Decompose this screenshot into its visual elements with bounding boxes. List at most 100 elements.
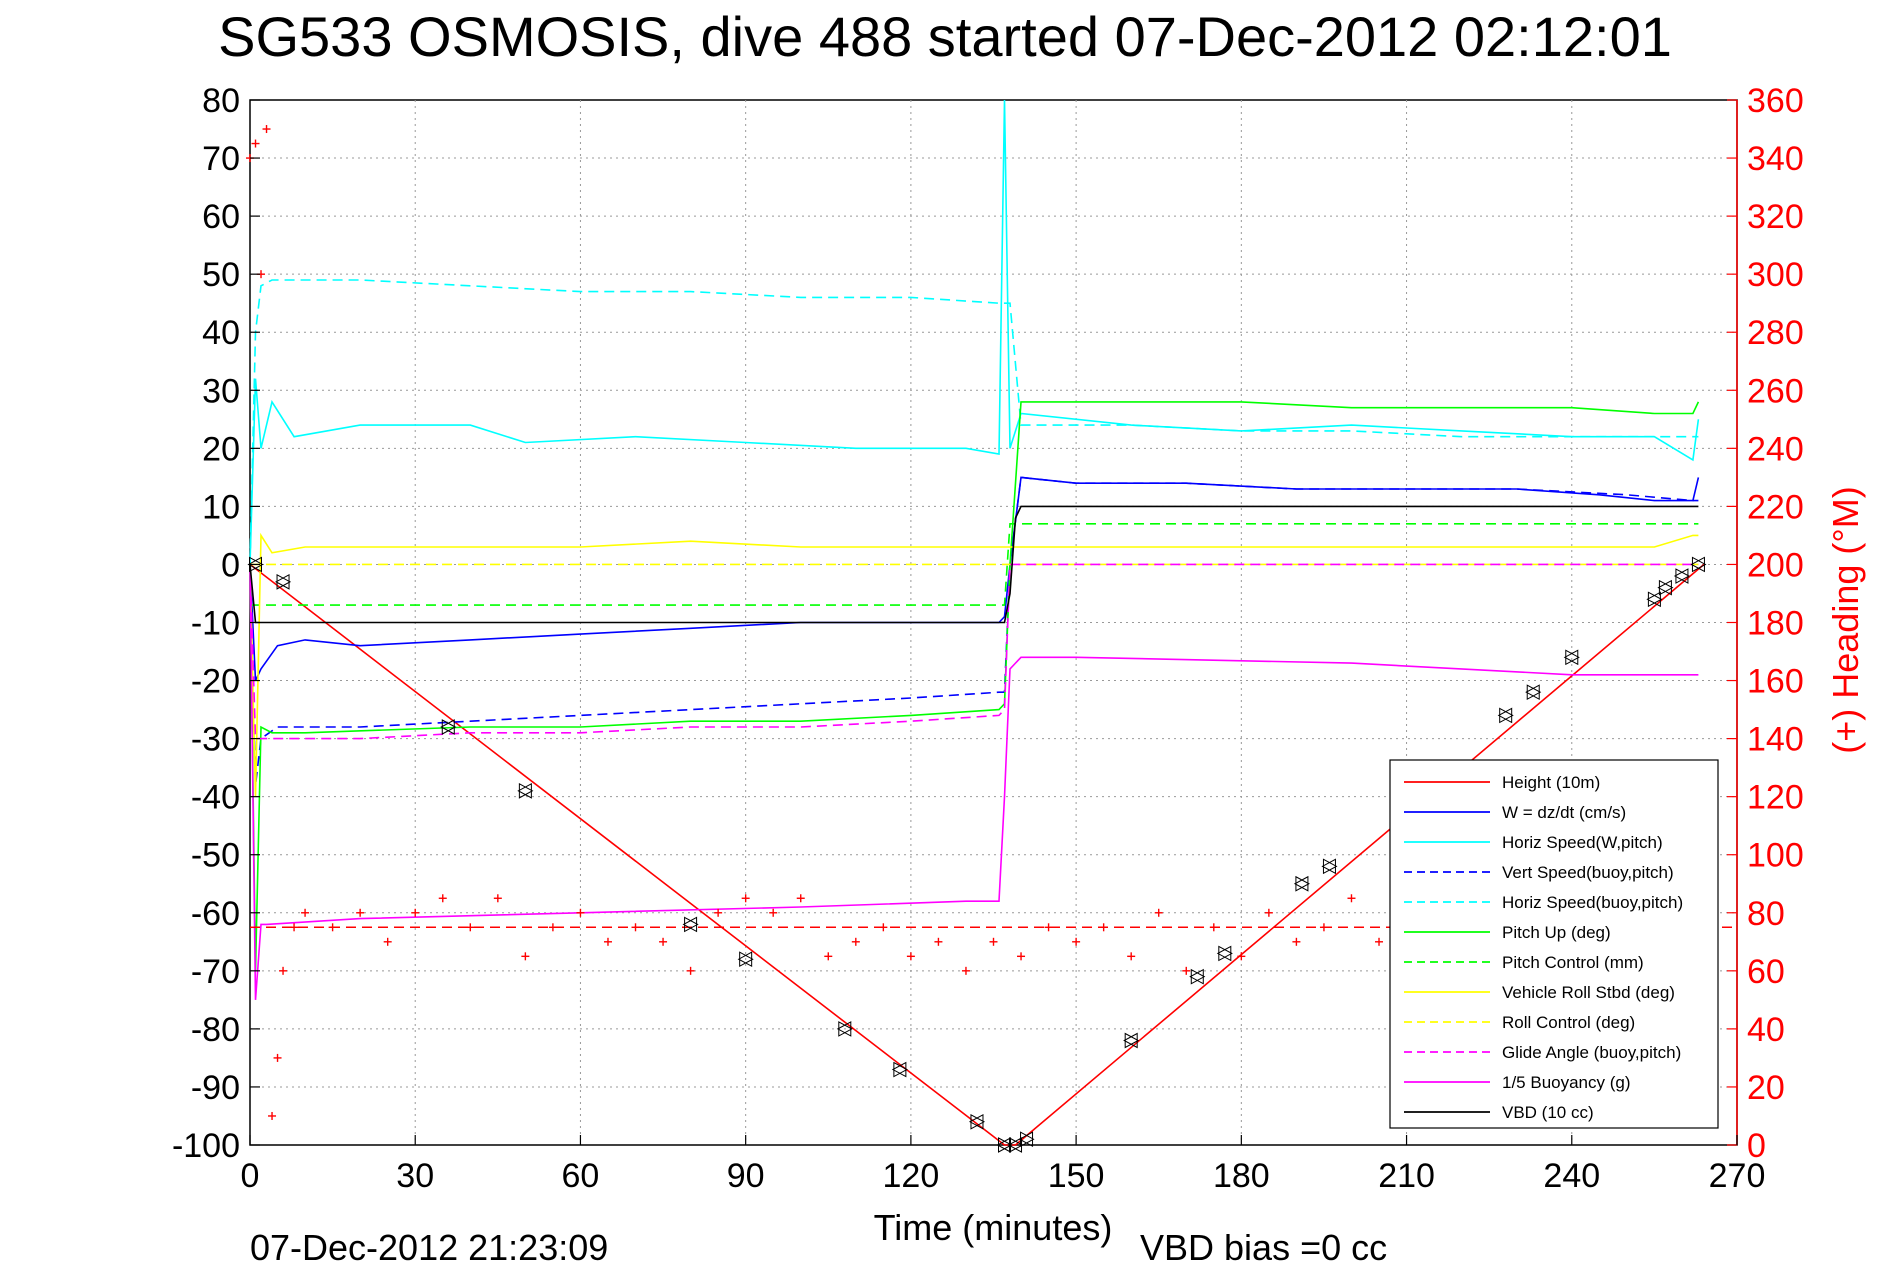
diamond-marker: [517, 783, 534, 799]
left-tick-label: 20: [202, 430, 240, 468]
heading-point: [961, 966, 970, 975]
diamond-marker: [1690, 556, 1707, 573]
heading-point: [741, 894, 750, 903]
diamond-marker: [737, 951, 754, 968]
right-tick-label: 40: [1747, 1011, 1785, 1049]
legend-label-5: Pitch Up (deg): [1502, 923, 1611, 942]
marker-triangle-left: [836, 1021, 852, 1037]
heading-point: [438, 894, 447, 903]
heading-point: [466, 923, 475, 932]
diamond-marker-layer: [247, 556, 1707, 1153]
marker-triangle-left: [1497, 707, 1513, 724]
legend-label-0: Height (10m): [1502, 773, 1600, 792]
right-tick-label: 220: [1747, 488, 1804, 526]
diamond-marker: [1189, 968, 1206, 985]
heading-point: [686, 966, 695, 975]
diamond-marker: [1018, 1131, 1035, 1148]
heading-point: [769, 908, 778, 917]
left-tick-label: 60: [202, 198, 240, 236]
marker-triangle-left: [247, 556, 263, 573]
left-tick-label: -60: [191, 895, 240, 933]
marker-triangle-left: [1673, 568, 1689, 584]
marker-triangle-left: [1525, 684, 1540, 701]
diamond-marker: [1673, 568, 1690, 584]
heading-point: [521, 952, 530, 961]
diamond-marker: [1646, 591, 1663, 608]
left-tick-label: 0: [221, 546, 240, 584]
right-tick-label: 240: [1747, 430, 1804, 468]
heading-point: [548, 923, 557, 932]
marker-triangle-left: [1189, 968, 1204, 985]
heading-point: [290, 923, 299, 932]
right-tick-label: 120: [1747, 779, 1804, 817]
legend-label-3: Vert Speed(buoy,pitch): [1502, 863, 1674, 882]
heading-point: [1237, 952, 1246, 961]
heading-point: [824, 952, 833, 961]
right-tick-label: 260: [1747, 372, 1804, 410]
footer-vbd-bias: VBD bias =0 cc: [1140, 1227, 1387, 1262]
heading-point: [383, 937, 392, 946]
series-line-9: [249, 563, 1699, 740]
diamond-marker: [247, 556, 264, 573]
legend-box: [1389, 759, 1719, 1129]
heading-point: [1017, 952, 1026, 961]
diamond-marker: [968, 1113, 986, 1130]
left-tick-label: -40: [191, 779, 240, 817]
heading-point: [411, 908, 420, 917]
x-tick-label: 60: [562, 1157, 600, 1195]
left-tick-label: -50: [191, 837, 240, 875]
heading-point: [273, 1053, 282, 1062]
diamond-marker: [1216, 945, 1233, 962]
marker-triangle-left: [996, 1137, 1012, 1153]
heading-point: [906, 952, 915, 961]
heading-point: [934, 937, 943, 946]
x-tick-label: 210: [1378, 1157, 1435, 1195]
heading-point: [879, 923, 888, 932]
legend: Height (10m) W = dz/dt (cm/s) Horiz Speed(…: [1389, 759, 1719, 1129]
left-tick-label: 10: [202, 488, 240, 526]
right-tick-label: 60: [1747, 953, 1785, 991]
diamond-marker: [836, 1021, 853, 1037]
x-tick-label: 90: [727, 1157, 765, 1195]
heading-point: [1209, 923, 1218, 932]
x-tick-label: 270: [1709, 1157, 1766, 1195]
heading-point: [1154, 908, 1163, 917]
right-tick-label: 200: [1747, 546, 1804, 584]
diamond-marker: [274, 574, 292, 590]
heading-point: [1347, 894, 1356, 903]
legend-label-2: Horiz Speed(W,pitch): [1502, 833, 1663, 852]
right-tick-label: 340: [1747, 140, 1804, 178]
diamond-marker: [682, 916, 699, 933]
diamond-marker: [1007, 1137, 1024, 1153]
diamond-marker: [440, 719, 457, 735]
heading-point: [268, 1111, 277, 1120]
marker-triangle-left: [1123, 1032, 1138, 1049]
marker-triangle-left: [1646, 591, 1661, 608]
marker-triangle-left: [737, 951, 753, 968]
heading-point: [251, 139, 260, 148]
x-tick-label: 0: [241, 1157, 260, 1195]
plot-area: [246, 99, 1738, 1153]
heading-point: [989, 937, 998, 946]
heading-point: [1319, 923, 1328, 932]
heading-point: [1044, 923, 1053, 932]
left-tick-label: -20: [191, 663, 240, 701]
diamond-marker: [1525, 684, 1542, 701]
marker-triangle-left: [517, 783, 532, 799]
left-tick-label: 50: [202, 256, 240, 294]
left-tick-label: -30: [191, 721, 240, 759]
chart-title: SG533 OSMOSIS, dive 488 started 07-Dec-2…: [218, 5, 1672, 68]
right-tick-label: 100: [1747, 837, 1804, 875]
marker-triangle-left: [891, 1061, 907, 1078]
left-axis-ticks: 80 70 60 50 40 30 20 10 0 -10 -20 -30 -40 -50 -60 -70 -8…: [172, 82, 260, 1165]
heading-point: [1072, 937, 1081, 946]
diamond-marker: [1123, 1032, 1140, 1049]
series-line-4: [249, 279, 1699, 565]
marker-triangle-left: [682, 916, 698, 933]
right-tick-label: 80: [1747, 895, 1785, 933]
x-tick-label: 180: [1213, 1157, 1270, 1195]
diamond-marker: [1563, 649, 1580, 666]
legend-items: Height (10m) W = dz/dt (cm/s) Horiz Speed(…: [1404, 773, 1683, 1122]
marker-triangle-left: [1007, 1137, 1023, 1153]
